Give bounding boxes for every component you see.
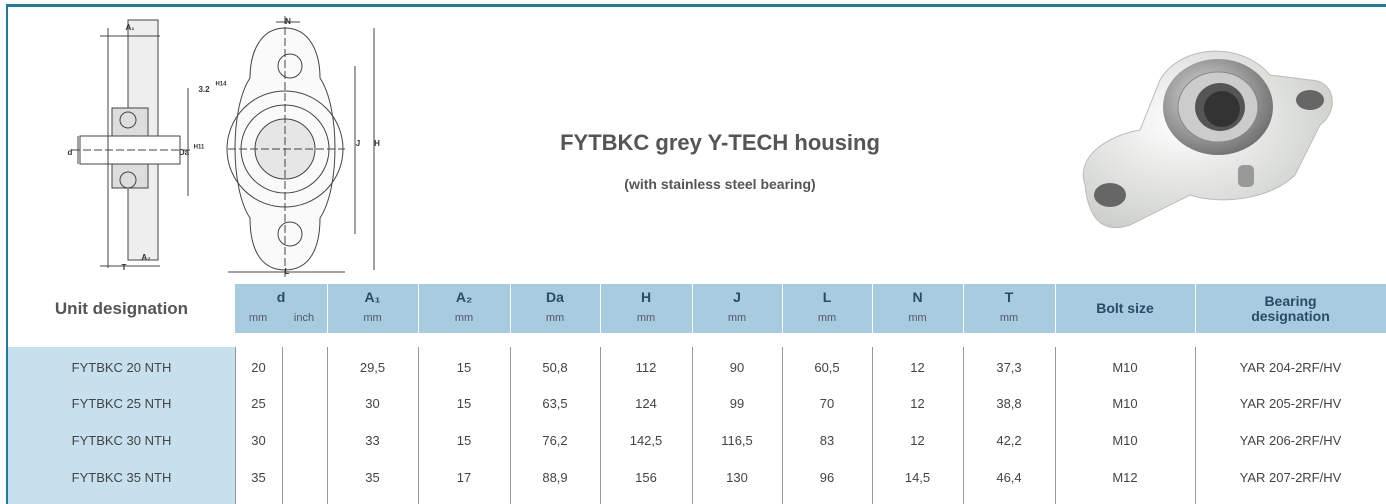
table-cell: 29,5 [327, 357, 418, 377]
table-cell: 12 [872, 430, 963, 450]
technical-drawing: A₁ N 3.2 H14 Da H11 d J H A₂ T L [0, 8, 420, 288]
table-cell: 83 [782, 430, 872, 450]
table-cell: 38,8 [963, 394, 1055, 414]
table-cell: 35 [235, 467, 282, 487]
dim-label: A₁ [125, 23, 135, 32]
table-cell: M10 [1055, 394, 1195, 414]
table-cell: 33 [327, 430, 418, 450]
column-unit: mm [692, 308, 782, 328]
table-cell: 88,9 [510, 467, 600, 487]
table-cell: 142,5 [600, 430, 692, 450]
grid-line [282, 347, 283, 504]
column-header: Bearing designation [1195, 284, 1386, 333]
table-cell: 15 [418, 430, 510, 450]
column-header: A₁ [327, 286, 418, 308]
table-cell: YAR 205-2RF/HV [1195, 394, 1386, 414]
row-header: FYTBKC 20 NTH [8, 357, 235, 377]
page: A₁ N 3.2 H14 Da H11 d J H A₂ T L FYTBKC … [0, 0, 1386, 504]
table-cell: 30 [235, 430, 282, 450]
column-unit: mm [510, 308, 600, 328]
column-header: d [235, 286, 327, 308]
column-header: Da [510, 286, 600, 308]
table-cell: 42,2 [963, 430, 1055, 450]
dim-label: J [356, 139, 360, 148]
table-cell: 63,5 [510, 394, 600, 414]
table-cell: 60,5 [782, 357, 872, 377]
table-cell: M10 [1055, 430, 1195, 450]
table-cell: 14,5 [872, 467, 963, 487]
table-cell: YAR 206-2RF/HV [1195, 430, 1386, 450]
frame-top [6, 4, 1386, 7]
table-cell: YAR 204-2RF/HV [1195, 357, 1386, 377]
table-cell: 50,8 [510, 357, 600, 377]
table-cell: 90 [692, 357, 782, 377]
column-header: L [782, 286, 872, 308]
table-cell: 156 [600, 467, 692, 487]
column-header: H [600, 286, 692, 308]
column-unit: mm [418, 308, 510, 328]
table-cell: M10 [1055, 357, 1195, 377]
column-unit: mm [600, 308, 692, 328]
column-unit: mm [782, 308, 872, 328]
table-cell: 46,4 [963, 467, 1055, 487]
column-header: Bolt size [1055, 284, 1195, 333]
column-header: A₂ [418, 286, 510, 308]
table-cell: 37,3 [963, 357, 1055, 377]
table-cell: 15 [418, 394, 510, 414]
table-cell: 15 [418, 357, 510, 377]
table-cell: M12 [1055, 467, 1195, 487]
dim-label: H [374, 139, 380, 148]
table-cell: 99 [692, 394, 782, 414]
table-cell: 35 [327, 467, 418, 487]
table-cell: 76,2 [510, 430, 600, 450]
column-header: J [692, 286, 782, 308]
table-cell: 12 [872, 357, 963, 377]
dim-label: H11 [194, 145, 205, 151]
product-image [1070, 35, 1350, 255]
column-header: N [872, 286, 963, 308]
dim-label: N [285, 17, 291, 26]
column-unit: mm [327, 308, 418, 328]
column-header: Unit designation [8, 284, 235, 333]
table-cell: 112 [600, 357, 692, 377]
table-cell: 130 [692, 467, 782, 487]
table-cell: 70 [782, 394, 872, 414]
table-cell: 17 [418, 467, 510, 487]
title: FYTBKC grey Y-TECH housing [480, 130, 960, 156]
dim-label: L [285, 267, 290, 276]
table-cell: 124 [600, 394, 692, 414]
row-header: FYTBKC 35 NTH [8, 467, 235, 487]
dim-label: 3.2 [198, 85, 210, 94]
column-unit: mm [963, 308, 1055, 328]
dim-label: A₂ [141, 253, 151, 262]
subtitle: (with stainless steel bearing) [480, 176, 960, 192]
table-cell: 12 [872, 394, 963, 414]
column-unit: inch [281, 308, 327, 328]
table-cell: 20 [235, 357, 282, 377]
table-cell: 25 [235, 394, 282, 414]
dim-label: Da [179, 148, 190, 157]
column-header: T [963, 286, 1055, 308]
table-cell: 30 [327, 394, 418, 414]
row-header: FYTBKC 30 NTH [8, 430, 235, 450]
dim-label: T [122, 263, 127, 272]
row-header: FYTBKC 25 NTH [8, 394, 235, 414]
table-cell: 116,5 [692, 430, 782, 450]
dim-label: H14 [215, 82, 227, 88]
dim-label: d [68, 148, 73, 157]
table-cell: 96 [782, 467, 872, 487]
table-cell: YAR 207-2RF/HV [1195, 467, 1386, 487]
column-unit: mm [235, 308, 281, 328]
column-unit: mm [872, 308, 963, 328]
